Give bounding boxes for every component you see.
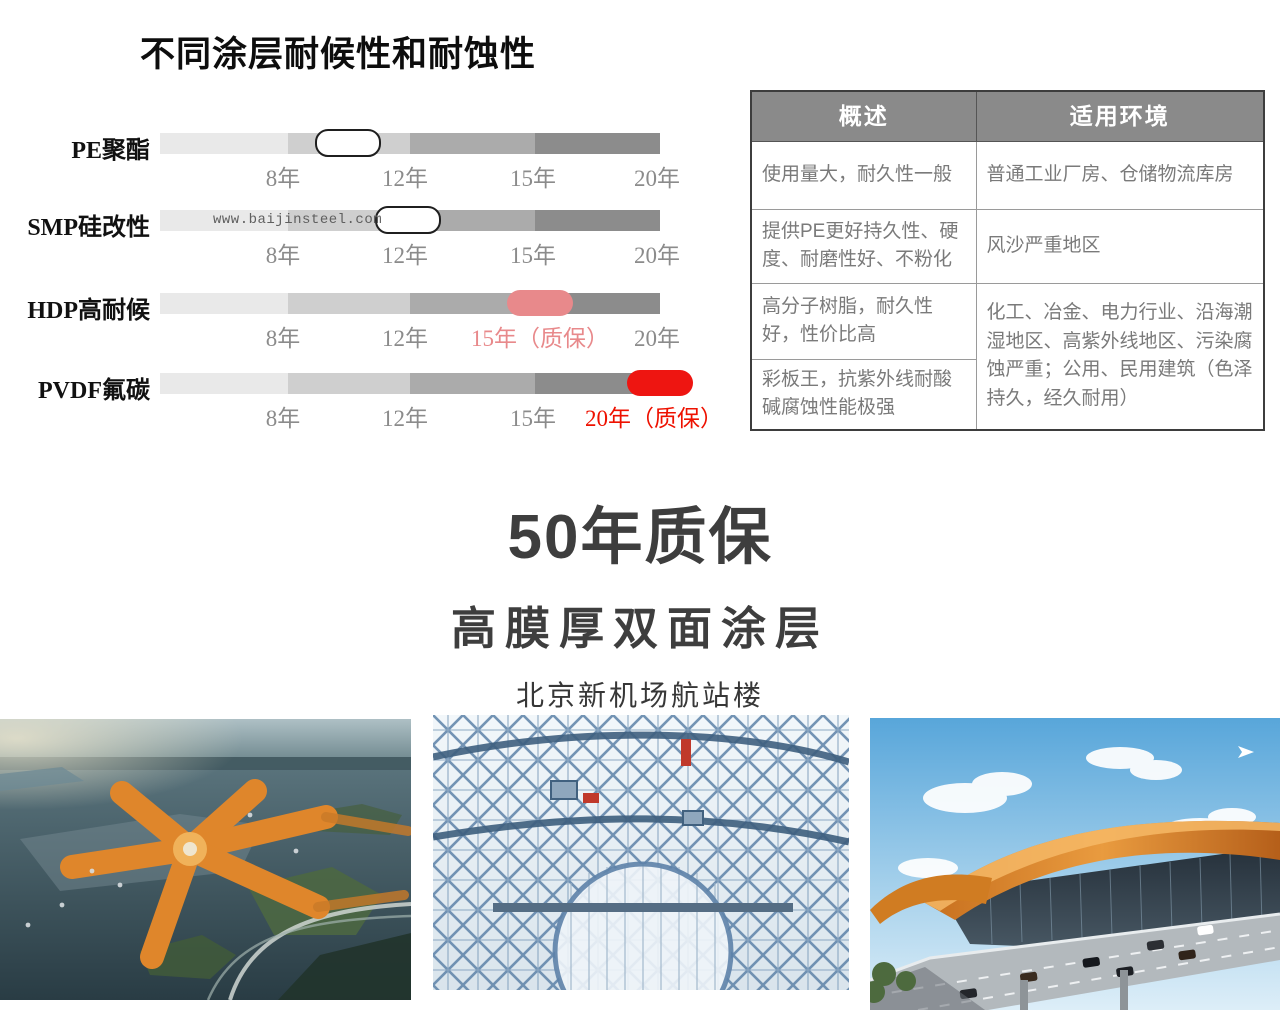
tick-label: 8年 [265, 406, 301, 431]
tick-label: 8年 [265, 166, 301, 191]
tick-label: 12年 [382, 406, 428, 431]
table-row: 提供PE更好持久性、硬度、耐磨性好、不粉化 风沙严重地区 [750, 208, 1265, 284]
cell-overview: 使用量大，耐久性一般 [750, 140, 977, 210]
coating-label-pvdf: PVDF氟碳 [38, 378, 150, 404]
bar-segment [410, 133, 535, 154]
tick-label: 20年 [634, 243, 680, 268]
chart-row-pvdf: PVDF氟碳 8年 12年 15年 20年（质保） [0, 365, 740, 443]
table-row: 使用量大，耐久性一般 普通工业厂房、仓储物流库房 [750, 140, 1265, 210]
aerial-photo-illustration [0, 719, 411, 1000]
bar-segment [288, 373, 410, 394]
bar-segment [535, 133, 660, 154]
header-overview: 概述 [750, 90, 977, 142]
tick-label: 12年 [382, 243, 428, 268]
tick-label: 12年 [382, 326, 428, 351]
tick-label: 12年 [382, 166, 428, 191]
promo-headline: 50年质保 [507, 503, 773, 572]
durability-marker-smp [375, 206, 441, 234]
tick-label: 15年 [510, 406, 556, 431]
promo-subheadline: 高膜厚双面涂层 [450, 603, 829, 654]
chart-row-hdp: HDP高耐候 8年 12年 15年（质保） 20年 [0, 285, 740, 363]
tick-label: 8年 [265, 243, 301, 268]
photo-aerial-daxing-terminal [0, 719, 411, 1000]
warranty-marker-hdp [507, 290, 573, 316]
photo-terminal-exterior-rendering [870, 718, 1280, 1010]
bar-segment [160, 373, 288, 394]
bar-segment [160, 210, 288, 231]
bar-segment [288, 293, 410, 314]
structure-photo-illustration [433, 715, 849, 990]
warranty-marker-pvdf [627, 370, 693, 396]
cell-overview: 提供PE更好持久性、硬度、耐磨性好、不粉化 [750, 208, 977, 284]
table-header-row: 概述 适用环境 [750, 90, 1265, 142]
coating-label-smp: SMP硅改性 [27, 215, 150, 241]
bar-segment [160, 293, 288, 314]
site-watermark: www.baijinsteel.com [213, 212, 383, 228]
warranty-tick-label: 20年（质保） [585, 406, 723, 431]
coating-label-hdp: HDP高耐候 [27, 298, 150, 324]
bar-segment [410, 210, 535, 231]
durability-bar-pvdf [160, 370, 693, 396]
table-row: 彩板王，抗紫外线耐酸碱腐蚀性能极强 [750, 358, 1264, 430]
table-row: 高分子树脂，耐久性好，性价比高 化工、冶金、电力行业、沿海潮湿地区、高紫外线地区… [750, 282, 1265, 430]
header-environment: 适用环境 [975, 90, 1265, 142]
axis-ticks: 8年 12年 15年 20年 [160, 159, 680, 191]
bar-segment [160, 133, 288, 154]
axis-ticks: 8年 12年 15年（质保） 20年 [160, 319, 680, 351]
tick-label: 15年 [510, 243, 556, 268]
chart-title: 不同涂层耐候性和耐蚀性 [140, 35, 537, 74]
photo-steel-structure-construction [433, 715, 849, 990]
cell-environment: 普通工业厂房、仓储物流库房 [975, 140, 1265, 210]
coating-label-pe: PE聚酯 [71, 138, 150, 164]
bar-segment [410, 373, 535, 394]
coating-spec-table: 概述 适用环境 使用量大，耐久性一般 普通工业厂房、仓储物流库房 提供PE更好持… [750, 90, 1265, 431]
cell-environment-merged: 化工、冶金、电力行业、沿海潮湿地区、高紫外线地区、污染腐蚀严重；公用、民用建筑（… [975, 282, 1265, 430]
durability-bar-pe [160, 129, 660, 157]
promo-block: 50年质保 高膜厚双面涂层 北京新机场航站楼 [0, 486, 1280, 714]
tick-label: 15年 [510, 166, 556, 191]
bar-segment [410, 293, 535, 314]
cell-environment: 风沙严重地区 [975, 208, 1265, 284]
bar-segment [535, 210, 660, 231]
rendering-photo-illustration [870, 718, 1280, 1010]
axis-ticks: 8年 12年 15年 20年（质保） [160, 399, 723, 431]
warranty-tick-label: 15年（质保） [471, 326, 609, 351]
chart-row-pe: PE聚酯 8年 12年 15年 20年 [0, 125, 740, 203]
tick-label: 8年 [265, 326, 301, 351]
tick-label: 20年 [634, 166, 680, 191]
chart-row-smp: SMP硅改性 www.baijinsteel.com 8年 12年 15年 20… [0, 202, 740, 280]
promo-caption: 北京新机场航站楼 [515, 680, 764, 711]
axis-ticks: 8年 12年 15年 20年 [160, 236, 680, 268]
durability-marker-pe [315, 129, 381, 157]
cell-overview: 高分子树脂，耐久性好，性价比高 [750, 282, 977, 360]
durability-bar-smp: www.baijinsteel.com [160, 206, 660, 234]
tick-label: 20年 [634, 326, 680, 351]
durability-bar-hdp [160, 290, 660, 316]
cell-overview: 彩板王，抗紫外线耐酸碱腐蚀性能极强 [750, 358, 977, 430]
